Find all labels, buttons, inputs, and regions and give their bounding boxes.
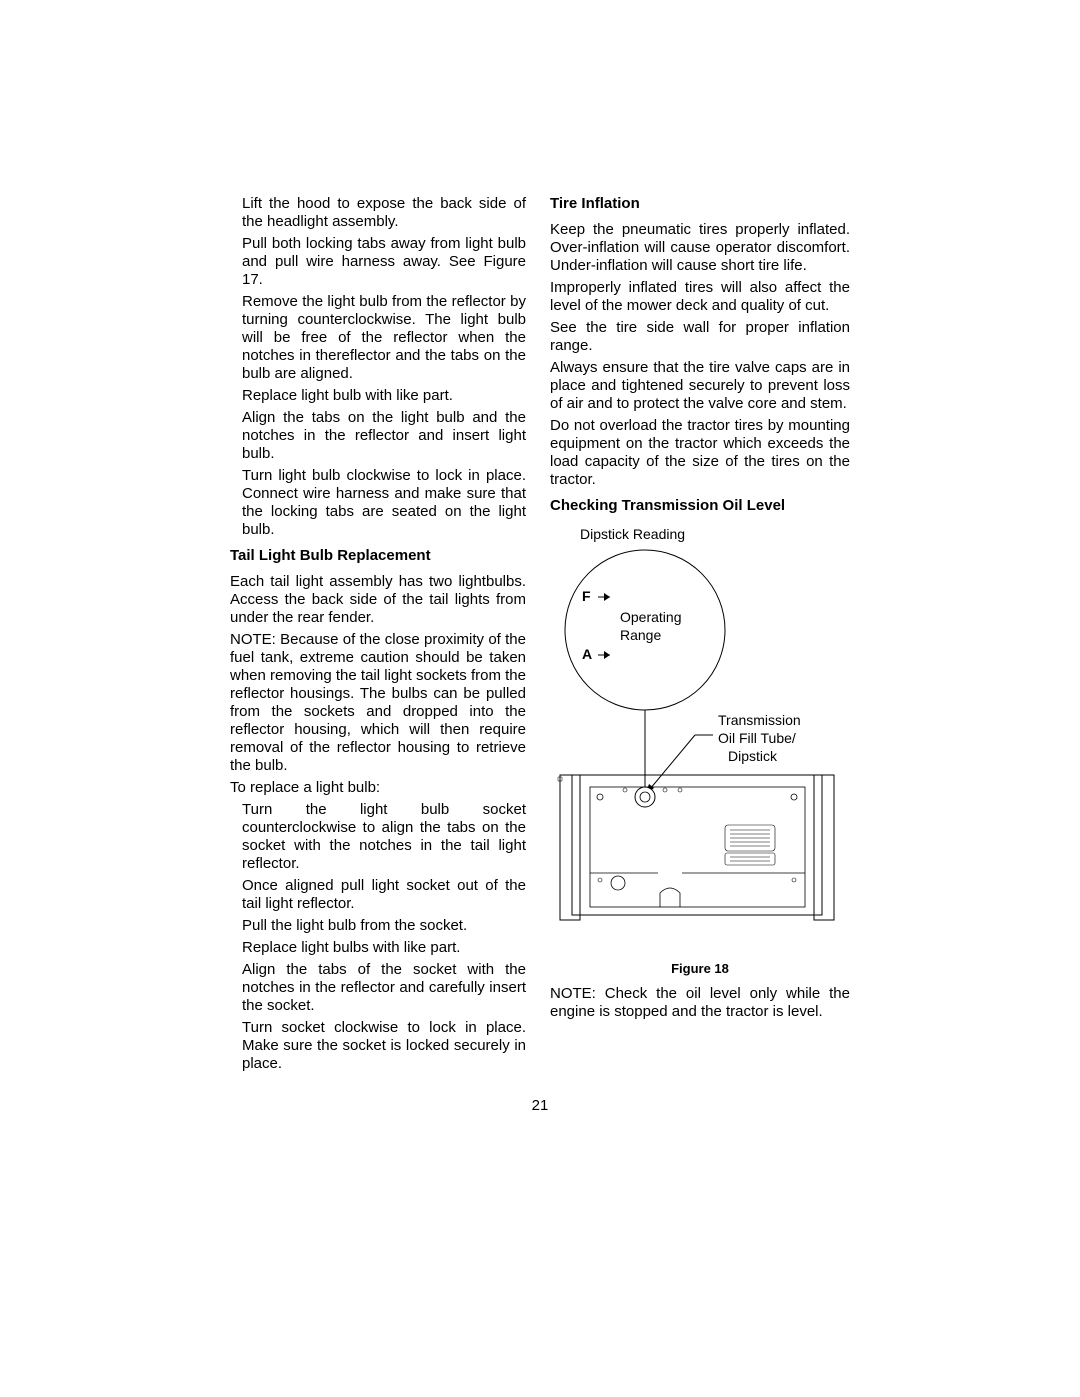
para: Once aligned pull light socket out of th… — [230, 877, 526, 913]
svg-text:Oil Fill Tube/: Oil Fill Tube/ — [718, 730, 796, 746]
right-column: Tire Inflation Keep the pneumatic tires … — [550, 195, 850, 1077]
para: NOTE: Because of the close proximity of … — [230, 631, 526, 775]
para: See the tire side wall for proper inflat… — [550, 319, 850, 355]
svg-text:Dipstick: Dipstick — [728, 748, 778, 764]
para: Keep the pneumatic tires properly inflat… — [550, 221, 850, 275]
page-number: 21 — [230, 1097, 850, 1115]
para: Pull both locking tabs away from light b… — [230, 235, 526, 289]
para: Turn light bulb clockwise to lock in pla… — [230, 467, 526, 539]
para: Pull the light bulb from the socket. — [230, 917, 526, 935]
para: Replace light bulb with like part. — [230, 387, 526, 405]
para: Do not overload the tractor tires by mou… — [550, 417, 850, 489]
svg-text:A: A — [582, 646, 592, 662]
tail-light-heading: Tail Light Bulb Replacement — [230, 547, 526, 565]
para: NOTE: Check the oil level only while the… — [550, 985, 850, 1021]
para: Align the tabs on the light bulb and the… — [230, 409, 526, 463]
para: To replace a light bulb: — [230, 779, 526, 797]
para: Each tail light assembly has two lightbu… — [230, 573, 526, 627]
para: Replace light bulbs with like part. — [230, 939, 526, 957]
checking-transmission-heading: Checking Transmission Oil Level — [550, 497, 850, 515]
svg-text:Dipstick Reading: Dipstick Reading — [580, 526, 685, 542]
para: Align the tabs of the socket with the no… — [230, 961, 526, 1015]
para: Always ensure that the tire valve caps a… — [550, 359, 850, 413]
figure-caption: Figure 18 — [550, 961, 850, 977]
para: Remove the light bulb from the reflector… — [230, 293, 526, 383]
svg-text:Transmission: Transmission — [718, 712, 801, 728]
para: Turn the light bulb socket counterclockw… — [230, 801, 526, 873]
content-columns: Lift the hood to expose the back side of… — [230, 195, 850, 1077]
transmission-diagram-icon: F A Operating Range Dipstick Reading Tra… — [550, 525, 850, 945]
para: Improperly inflated tires will also affe… — [550, 279, 850, 315]
svg-text:Range: Range — [620, 627, 661, 643]
tire-inflation-heading: Tire Inflation — [550, 195, 850, 213]
para: Lift the hood to expose the back side of… — [230, 195, 526, 231]
figure-18: F A Operating Range Dipstick Reading Tra… — [550, 525, 850, 955]
svg-text:F: F — [582, 588, 591, 604]
svg-text:Operating: Operating — [620, 609, 681, 625]
left-column: Lift the hood to expose the back side of… — [230, 195, 526, 1077]
para: Turn socket clockwise to lock in place. … — [230, 1019, 526, 1073]
